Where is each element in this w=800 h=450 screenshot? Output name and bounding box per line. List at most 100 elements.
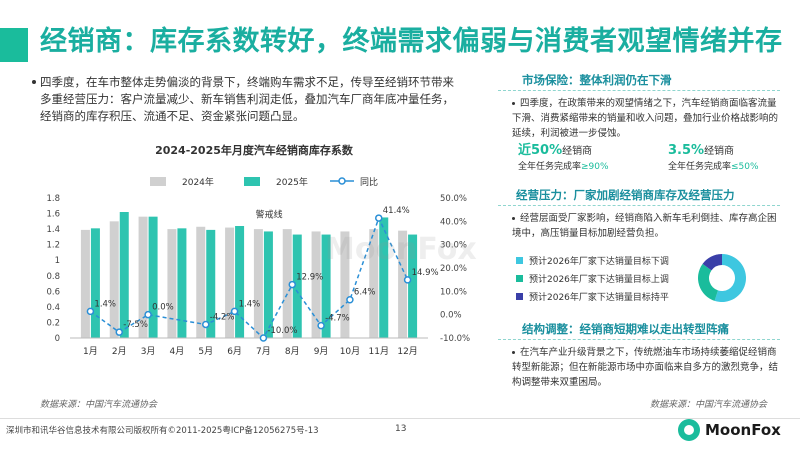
y-right-tick: 30.0% bbox=[440, 241, 467, 251]
yoy-point-label: 6.4% bbox=[354, 288, 376, 298]
yoy-point-label: 0.0% bbox=[152, 303, 174, 313]
pressure-legend-2: 预计2026年厂家下达销量目标上调 bbox=[516, 272, 669, 285]
x-tick-label: 12月 bbox=[397, 346, 417, 357]
y-left-tick: 0.6 bbox=[46, 287, 60, 297]
bar-2025 bbox=[321, 234, 331, 338]
x-tick-label: 4月 bbox=[170, 346, 185, 357]
y-right-tick: -10.0% bbox=[440, 334, 470, 344]
market-section: 市场保险：整体利润仍在下滑 bbox=[498, 72, 780, 88]
bar-2024 bbox=[398, 230, 408, 338]
bar-2025 bbox=[408, 234, 418, 338]
source-right: 数据来源：中国汽车流通协会 bbox=[650, 400, 768, 410]
pressure-legend-1: 预计2026年厂家下达销量目标下调 bbox=[516, 254, 669, 267]
bar-2025 bbox=[119, 212, 129, 338]
metric-1-unit: 经销商 bbox=[562, 146, 593, 157]
bar-2024 bbox=[253, 229, 263, 338]
y-left-tick: 0 bbox=[55, 334, 60, 344]
yoy-point bbox=[259, 334, 268, 342]
y-right-tick: 20.0% bbox=[440, 264, 467, 274]
legend-swatch-2025 bbox=[244, 177, 260, 186]
yoy-point-label: -4.7% bbox=[325, 314, 350, 324]
bar-2025 bbox=[235, 226, 245, 338]
y-right-tick: 0.0% bbox=[440, 311, 462, 321]
structure-divider bbox=[498, 339, 780, 340]
donut-slice-down bbox=[714, 254, 746, 302]
market-text-content: 四季度，在政策带来的观望情绪之下，汽车经销商面临客流量下滑、消费紧缩带来的销量和… bbox=[512, 98, 779, 139]
x-tick-label: 10月 bbox=[340, 346, 360, 357]
yoy-point bbox=[375, 214, 383, 222]
title-accent-bar bbox=[0, 28, 28, 62]
yoy-point-label: -7.5% bbox=[123, 320, 148, 330]
structure-section: 结构调整：经销商短期难以走出转型阵痛 bbox=[498, 321, 780, 337]
x-tick-label: 9月 bbox=[314, 346, 329, 357]
yoy-point-label: -4.2% bbox=[210, 312, 235, 322]
page-title: 经销商：库存系数转好，终端需求偏弱与消费者观望情绪并存 bbox=[40, 26, 783, 57]
pressure-title: 经营压力：厂家加剧经销商库存及经营压力 bbox=[516, 188, 735, 202]
metric-2-cond: ≤50% bbox=[731, 162, 759, 172]
footer-copyright: 深圳市和讯华谷信息技术有限公司版权所有©2011-2025粤ICP备120562… bbox=[6, 426, 319, 436]
yoy-point-label: 12.9% bbox=[296, 273, 323, 283]
inventory-chart: 2024-2025年月度汽车经销商库存系数 2024年 2025年 同比 0 0.2 0.4… bbox=[30, 138, 478, 376]
bar-2024 bbox=[369, 229, 379, 338]
bar-2025 bbox=[379, 217, 389, 338]
yoy-point-label: -10.0% bbox=[267, 326, 297, 336]
intro-paragraph: 四季度，在车市整体走势偏淡的背景下，终端购车需求不足，传导至经销环节带来多重经营… bbox=[40, 75, 454, 123]
x-tick-label: 3月 bbox=[141, 346, 156, 357]
legend-swatch-up bbox=[516, 275, 523, 282]
metric-1-sub: 全年任务完成率≥90% bbox=[518, 159, 648, 172]
bar-2024 bbox=[167, 229, 177, 338]
market-divider bbox=[498, 90, 780, 91]
yoy-point-label: 1.4% bbox=[94, 299, 116, 309]
yoy-point bbox=[230, 307, 239, 316]
bar-2025 bbox=[90, 228, 100, 338]
y-right-tick: 40.0% bbox=[440, 217, 467, 227]
metric-2-sub-label: 全年任务完成率 bbox=[668, 162, 732, 172]
y-left-tick: 1.8 bbox=[46, 194, 60, 204]
y-left-tick: 1.6 bbox=[46, 210, 60, 220]
pressure-divider bbox=[498, 205, 780, 206]
intro-bullet bbox=[32, 80, 36, 84]
x-tick-label: 7月 bbox=[256, 346, 271, 357]
bar-2024 bbox=[225, 227, 235, 338]
metric-1-value: 近50% bbox=[518, 143, 563, 158]
moonfox-logo-icon bbox=[678, 419, 700, 441]
legend-swatch-2024 bbox=[150, 177, 166, 186]
yoy-point-label: 41.4% bbox=[383, 206, 410, 216]
chart-svg: 2024-2025年月度汽车经销商库存系数 2024年 2025年 同比 0 0.2 0.4… bbox=[46, 143, 470, 357]
market-text: 四季度，在政策带来的观望情绪之下，汽车经销商面临客流量下滑、消费紧缩带来的销量和… bbox=[512, 96, 782, 141]
y-left-tick: 0.8 bbox=[46, 272, 60, 282]
x-tick-label: 2月 bbox=[112, 346, 127, 357]
metric-1-cond: ≥90% bbox=[581, 162, 609, 172]
donut-slice-flat bbox=[702, 254, 722, 271]
yoy-point bbox=[288, 280, 296, 289]
chart-title: 2024-2025年月度汽车经销商库存系数 bbox=[155, 143, 354, 157]
y-left-tick: 1.4 bbox=[46, 225, 60, 235]
footer-divider bbox=[0, 418, 800, 419]
legend-label-flat: 预计2026年厂家下达销量目标持平 bbox=[529, 293, 669, 303]
bar-2025 bbox=[148, 216, 158, 338]
donut-slice-up bbox=[698, 263, 718, 301]
pressure-bullet bbox=[512, 217, 515, 220]
pressure-text-content: 经营层面受厂家影响，经销商陷入新车毛利倒挂、库存高企困境中，高压销量目标加剧经营… bbox=[512, 213, 777, 239]
pressure-section: 经营压力：厂家加剧经销商库存及经营压力 bbox=[498, 187, 780, 203]
yoy-point bbox=[202, 320, 210, 329]
y-left-tick: 1 bbox=[55, 256, 60, 266]
x-tick-label: 5月 bbox=[198, 346, 213, 357]
bar-2024 bbox=[282, 229, 292, 338]
watermark: MoonFox bbox=[325, 232, 477, 267]
legend-label-2024: 2024年 bbox=[182, 176, 214, 188]
target-donut-chart bbox=[698, 254, 746, 302]
bar-2025 bbox=[206, 229, 216, 338]
yoy-point bbox=[115, 328, 123, 336]
y-right-tick: 50.0% bbox=[440, 194, 467, 204]
pressure-text: 经营层面受厂家影响，经销商陷入新车毛利倒挂、库存高企困境中，高压销量目标加剧经营… bbox=[512, 211, 782, 241]
bar-2024 bbox=[340, 231, 350, 338]
metric-1: 近50%经销商 bbox=[518, 139, 638, 158]
legend-label-down: 预计2026年厂家下达销量目标下调 bbox=[529, 257, 669, 267]
bar-2024 bbox=[109, 221, 119, 338]
market-bullet bbox=[512, 102, 515, 105]
legend-swatch-flat bbox=[516, 293, 523, 300]
yoy-point-label: 1.4% bbox=[239, 299, 261, 309]
brand-logo: MoonFox bbox=[678, 419, 781, 441]
metric-2-unit: 经销商 bbox=[704, 146, 735, 157]
